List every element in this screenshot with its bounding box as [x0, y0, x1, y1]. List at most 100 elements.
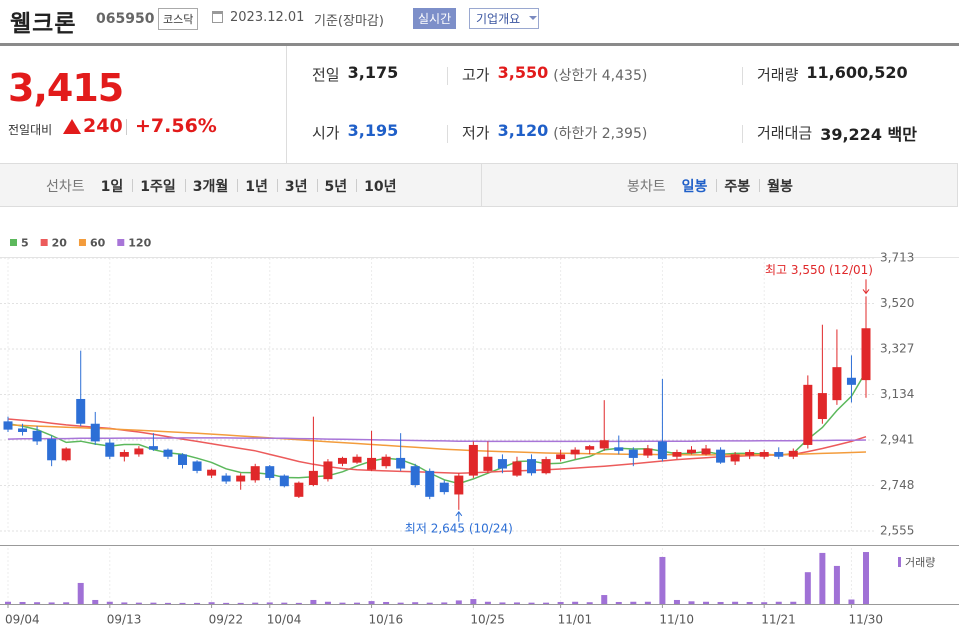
volume-bar [19, 601, 26, 604]
volume-bar [412, 602, 419, 604]
x-tick-label: 09/22 [209, 613, 244, 627]
legend-swatch [78, 239, 86, 246]
candle-body [265, 466, 275, 478]
candle-body [774, 452, 784, 457]
candle-body [308, 470, 318, 486]
volume-bar [746, 601, 753, 604]
toolbar-label: 선차트 [46, 179, 85, 195]
period-button[interactable]: 5년 [324, 179, 348, 195]
legend-swatch [10, 239, 17, 246]
volume-bar [92, 599, 99, 604]
volume-bar [77, 582, 84, 604]
period-button[interactable]: 3년 [284, 179, 308, 195]
y-tick-label: 2,555 [880, 524, 914, 538]
stat-value: 3,175 [347, 63, 399, 82]
candle-body [352, 456, 362, 463]
max-arrow [862, 279, 870, 295]
stat-value: 11,600,520 [806, 63, 908, 82]
candle-body [585, 446, 595, 450]
period-button[interactable]: 1주일 [140, 179, 176, 195]
volume-bar [397, 602, 404, 604]
volume-bar [208, 602, 215, 604]
period-button[interactable]: 10년 [364, 179, 397, 195]
volume-bar [484, 601, 491, 604]
candle-body [846, 377, 856, 385]
volume-bar [281, 602, 288, 604]
candle-body [236, 475, 246, 482]
candle-body [76, 398, 86, 424]
toolbar-divider [481, 163, 482, 207]
stock-code: 065950 [96, 11, 155, 27]
period-button[interactable]: 1년 [245, 179, 268, 195]
company-button[interactable]: 기업개요 [469, 8, 540, 29]
candle-body [817, 393, 827, 420]
candle-body [803, 384, 813, 445]
market-badge: 코스닥 [158, 8, 199, 30]
volume-bar [630, 601, 637, 604]
separator [742, 67, 743, 85]
volume-bar [848, 599, 855, 604]
volume-bar [164, 602, 171, 604]
stat-label: 전일 [312, 66, 340, 84]
volume-bar [615, 601, 622, 604]
volume-legend-label: 거래량 [905, 556, 935, 569]
separator [126, 119, 127, 135]
price-change: 240 [83, 115, 123, 137]
up-triangle [63, 119, 81, 134]
volume-legend-swatch [898, 557, 901, 567]
legend-swatch [117, 239, 125, 246]
stock-name: 웰크론 [10, 11, 77, 37]
candle-body [497, 459, 507, 469]
x-tick-label: 09/13 [107, 613, 142, 627]
candle-body [468, 444, 478, 476]
realtime-button[interactable]: 실시간 [413, 8, 457, 29]
candle-body [425, 470, 435, 497]
candle-body [541, 459, 551, 474]
candle-body [3, 421, 13, 430]
candle-body [410, 466, 420, 486]
volume-bar [179, 602, 186, 604]
volume-bar [804, 572, 811, 604]
y-tick-label: 3,520 [880, 296, 914, 310]
stat-note: (상한가 4,435) [553, 68, 648, 84]
candle-body [701, 448, 711, 455]
volume-bar [703, 601, 710, 604]
dropdown-arrow [529, 16, 537, 20]
candle-body [323, 461, 333, 480]
volume-bar [135, 602, 142, 604]
y-tick-label: 3,134 [880, 387, 914, 401]
volume-bar [499, 602, 506, 604]
candle-body [90, 423, 100, 442]
volume-bar [543, 602, 550, 604]
volume-bar [150, 602, 157, 604]
x-tick-label: 10/25 [470, 613, 505, 627]
legend-label: 120 [128, 237, 151, 250]
candle-body [599, 440, 609, 449]
period-button[interactable]: 주봉 [724, 179, 751, 195]
current-price: 3,415 [8, 66, 124, 110]
volume-bar [790, 601, 797, 604]
stat-value: 3,120 [497, 121, 549, 140]
candle-body [454, 475, 464, 495]
volume-bar [121, 602, 128, 604]
volume-bar [252, 602, 259, 604]
volume-bar [688, 601, 695, 604]
candle-body [119, 452, 129, 457]
volume-bar [775, 601, 782, 604]
stat-label: 고가 [462, 66, 490, 84]
date: 2023.12.01 [230, 10, 305, 25]
max-annotation: 최고 3,550 (12/01) [765, 263, 873, 277]
separator [356, 179, 358, 192]
volume-bar [455, 600, 462, 604]
candle-body [483, 456, 493, 471]
y-tick-label: 2,748 [880, 478, 914, 492]
volume-bar [673, 599, 680, 604]
period-button[interactable]: 1일 [100, 179, 124, 195]
x-tick-label: 10/16 [369, 613, 404, 627]
period-button[interactable]: 일봉 [681, 179, 708, 195]
period-button[interactable]: 3개월 [192, 179, 229, 195]
stat-note: (하한가 2,395) [553, 126, 648, 142]
period-button[interactable]: 월봉 [767, 179, 793, 195]
